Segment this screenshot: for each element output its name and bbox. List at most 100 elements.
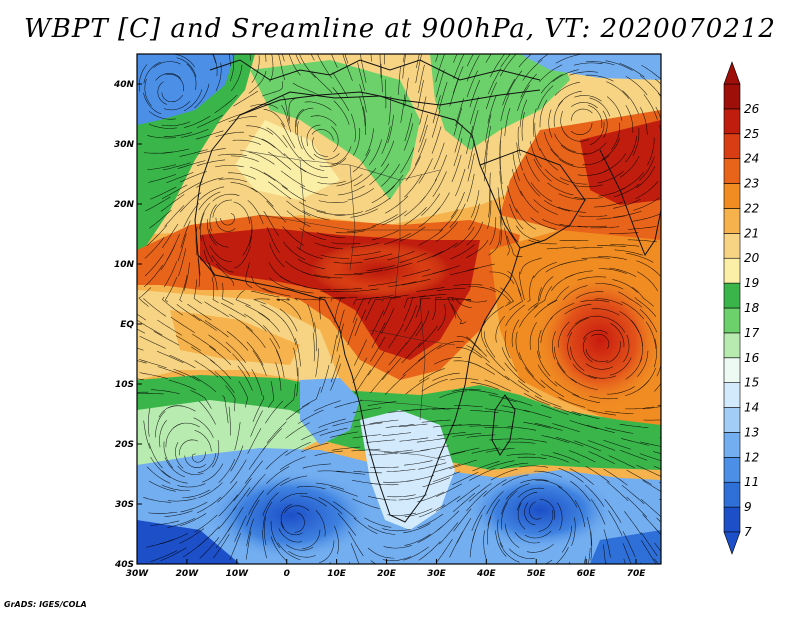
streamline	[319, 157, 347, 167]
streamline	[201, 463, 224, 483]
streamline	[197, 452, 217, 473]
streamline	[625, 356, 643, 380]
streamline	[365, 197, 391, 212]
streamline	[529, 322, 537, 350]
streamline	[469, 410, 499, 413]
streamline	[417, 526, 442, 543]
streamline	[558, 321, 570, 348]
streamline	[578, 215, 608, 217]
streamline	[535, 479, 563, 489]
streamline	[367, 547, 395, 559]
streamline	[246, 499, 260, 526]
streamline	[195, 226, 198, 256]
streamline	[558, 158, 586, 168]
colorbar-label: 22	[744, 201, 759, 215]
streamline	[367, 525, 396, 535]
streamline	[567, 332, 573, 360]
streamline	[266, 421, 287, 444]
streamline	[147, 135, 176, 139]
streamline	[572, 393, 600, 403]
streamline	[418, 462, 447, 470]
streamline	[500, 287, 514, 307]
streamline	[229, 533, 241, 560]
streamline	[511, 319, 520, 347]
streamline	[530, 141, 542, 168]
streamline	[226, 330, 249, 351]
streamline	[419, 114, 428, 143]
streamline	[354, 270, 383, 274]
streamline	[470, 190, 480, 218]
colorbar-label: 17	[744, 326, 760, 340]
colorbar-label: 21	[744, 226, 759, 240]
streamline	[517, 502, 526, 530]
streamline	[520, 479, 549, 484]
streamline	[632, 286, 654, 307]
streamline	[248, 135, 275, 148]
colorbar-label: 7	[744, 525, 752, 539]
streamline	[304, 101, 332, 111]
streamline	[437, 304, 446, 332]
streamline	[164, 205, 185, 227]
streamline	[267, 181, 292, 200]
streamline	[302, 210, 330, 221]
streamline	[529, 501, 542, 520]
streamline	[625, 406, 655, 410]
streamline	[506, 236, 523, 257]
streamline	[485, 54, 492, 63]
streamline	[161, 223, 179, 249]
streamline	[403, 296, 416, 322]
streamline	[643, 94, 658, 120]
streamline	[588, 451, 615, 465]
streamline	[281, 185, 307, 202]
streamline	[636, 166, 656, 189]
streamline	[557, 502, 563, 531]
streamline	[352, 296, 379, 306]
streamline	[605, 60, 633, 71]
streamline	[431, 109, 441, 138]
streamline	[182, 539, 207, 558]
streamline	[137, 347, 144, 351]
streamline	[318, 200, 348, 203]
streamline	[601, 137, 620, 160]
streamline	[310, 115, 337, 126]
streamline	[248, 151, 275, 165]
streamline	[334, 273, 364, 276]
streamline	[465, 239, 489, 258]
streamline	[179, 192, 202, 213]
streamline	[160, 244, 176, 271]
streamline	[632, 127, 640, 156]
streamline	[421, 419, 451, 423]
colorbar-swatch	[723, 332, 741, 359]
streamline	[319, 540, 335, 564]
streamline	[591, 308, 620, 316]
streamline	[386, 468, 416, 472]
streamline	[180, 129, 209, 138]
streamline	[534, 470, 563, 478]
streamline	[419, 96, 427, 125]
streamline	[516, 142, 523, 171]
streamline	[312, 332, 315, 362]
colorbar-label: 13	[744, 425, 759, 439]
streamline	[317, 180, 346, 185]
streamline	[449, 78, 459, 107]
streamline	[176, 57, 197, 77]
streamline	[384, 449, 413, 454]
colorbar-swatch	[723, 257, 741, 284]
streamline	[636, 350, 649, 377]
streamline	[229, 54, 234, 82]
streamline	[610, 244, 640, 247]
streamline	[353, 422, 383, 428]
streamline	[230, 155, 259, 162]
streamline	[418, 229, 443, 246]
streamline	[486, 460, 515, 469]
streamline	[621, 301, 645, 320]
streamline	[165, 73, 184, 92]
streamline	[182, 489, 211, 499]
streamline	[501, 347, 518, 372]
streamline	[466, 434, 496, 438]
streamline	[245, 305, 271, 321]
streamline	[144, 253, 164, 277]
streamline	[627, 239, 657, 243]
streamline	[453, 54, 458, 63]
streamline	[183, 202, 200, 228]
